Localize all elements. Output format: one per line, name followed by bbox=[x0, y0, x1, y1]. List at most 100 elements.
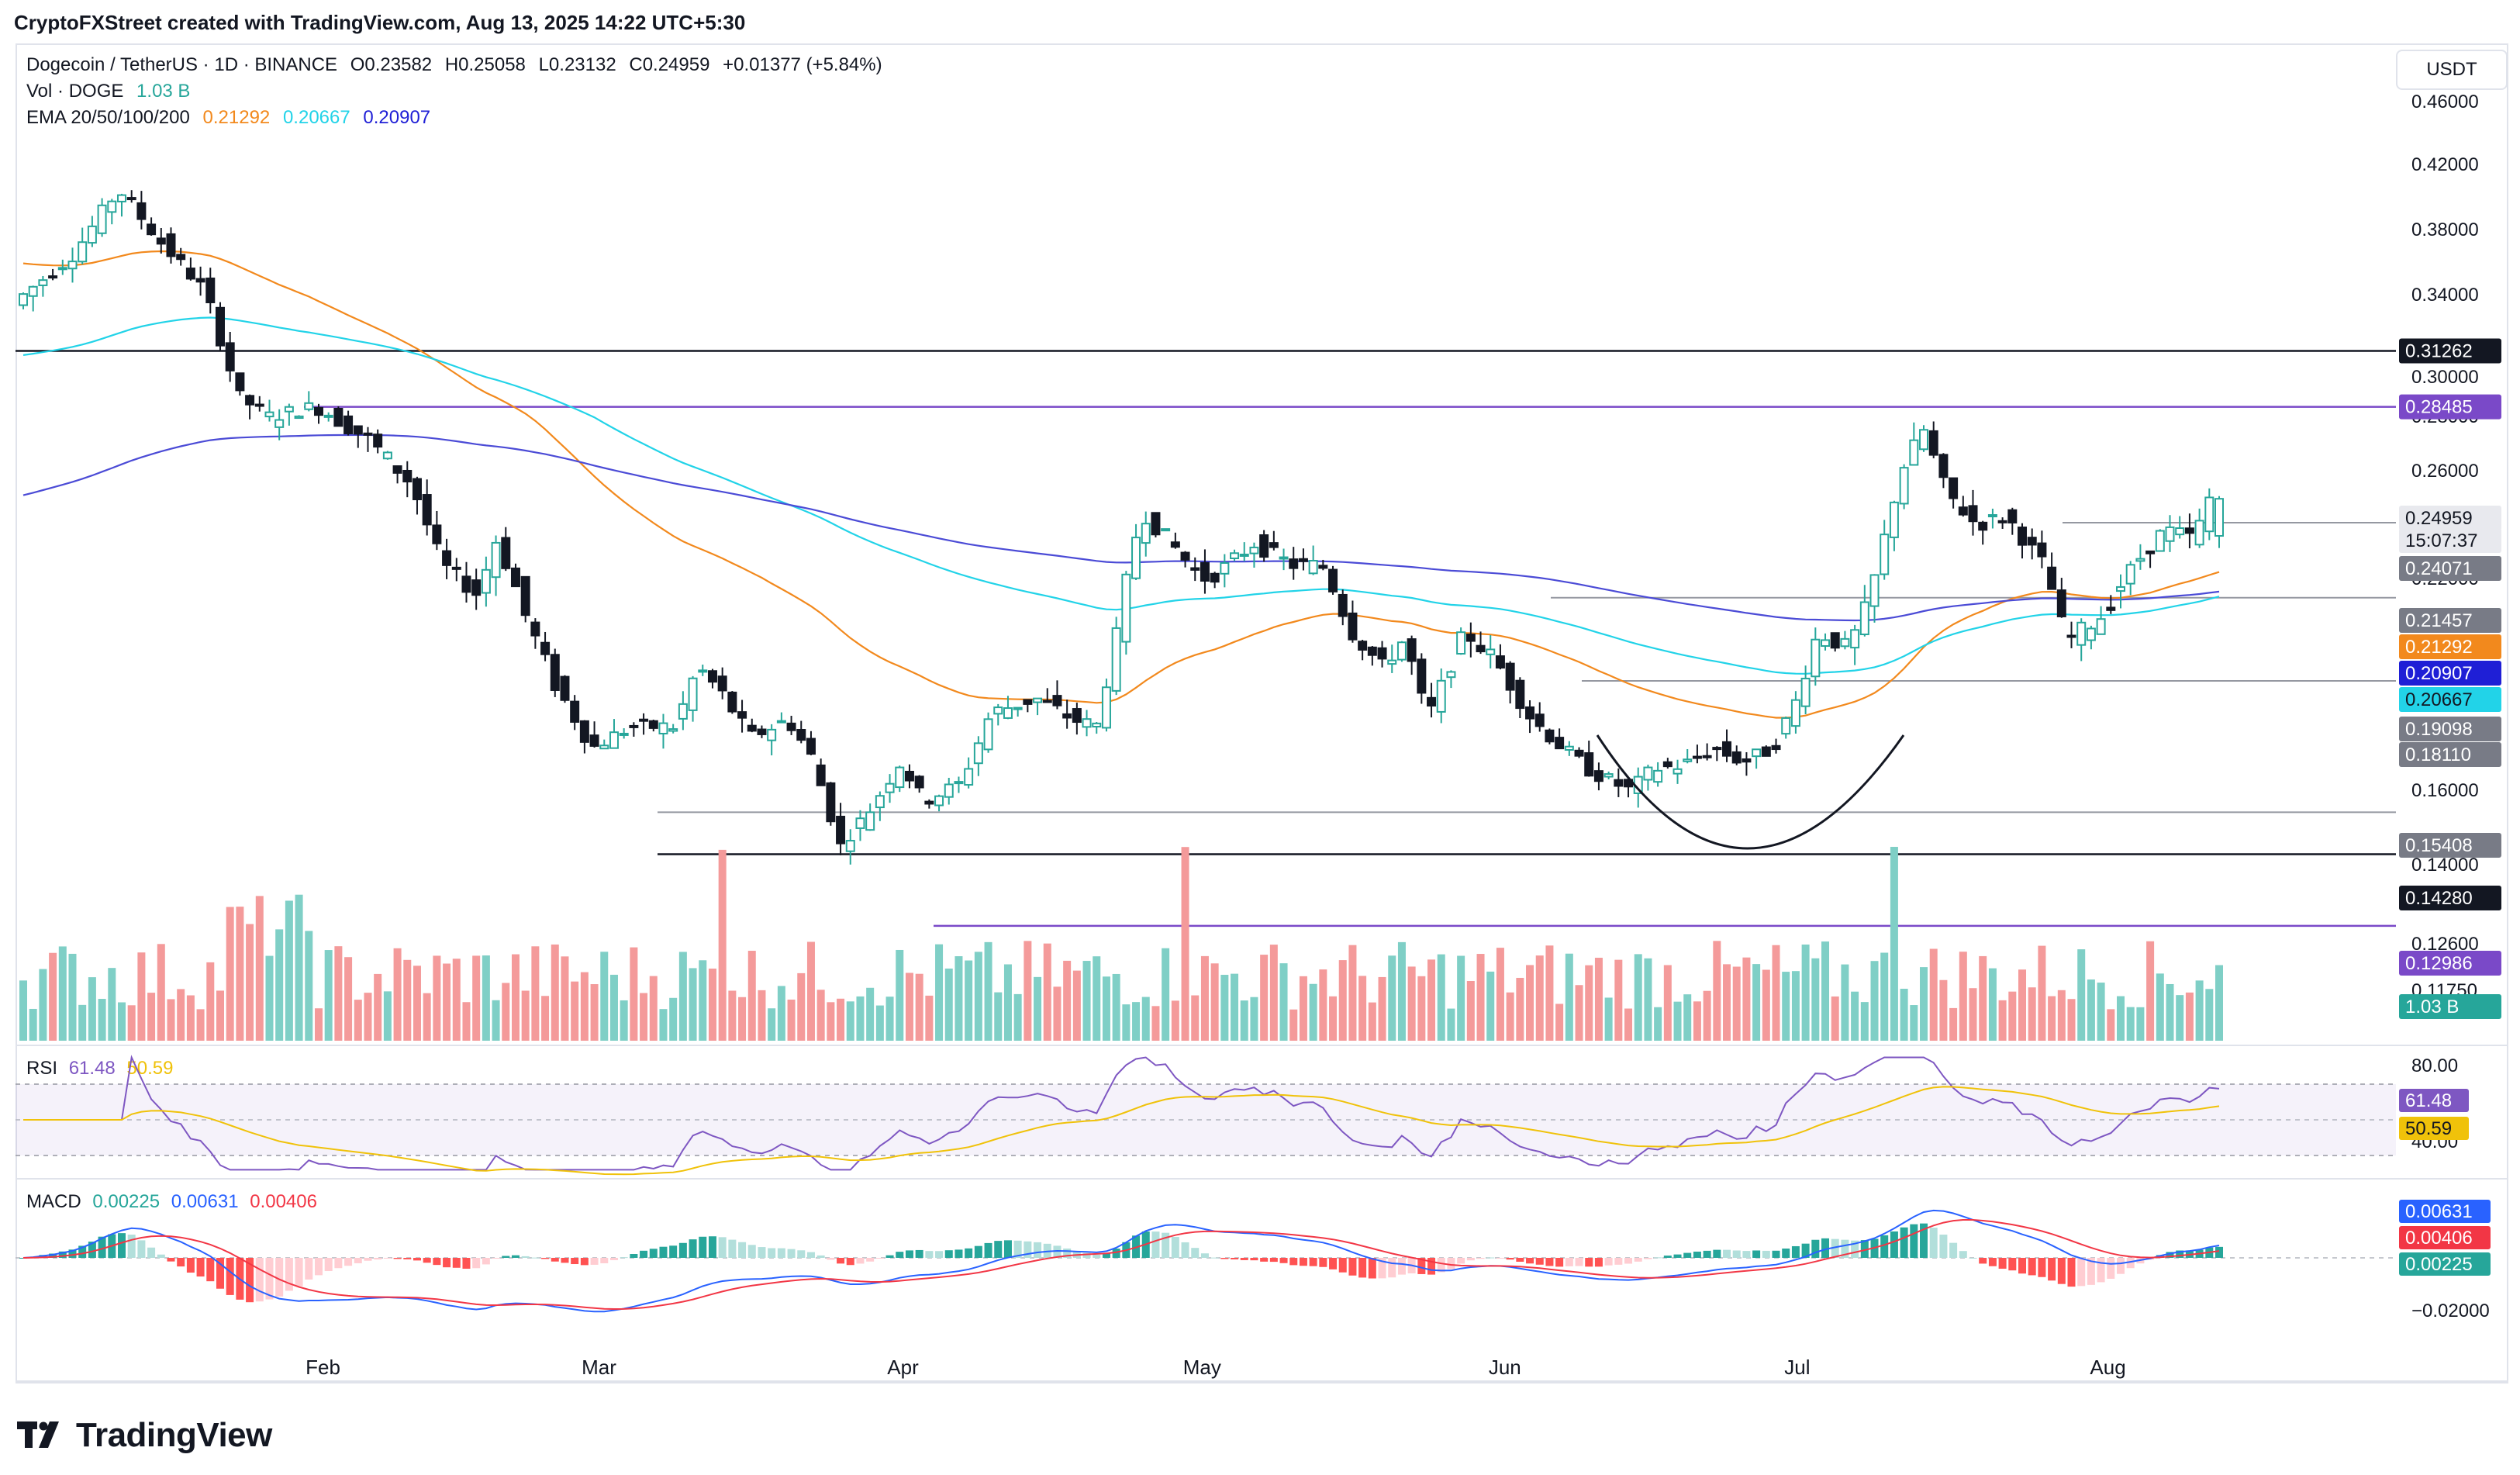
candle-body bbox=[156, 237, 166, 245]
candle-body bbox=[2066, 634, 2076, 638]
macd-histogram-bar bbox=[846, 1258, 854, 1266]
rsi-legend[interactable]: RSI 61.48 50.59 bbox=[26, 1058, 179, 1079]
candle-body bbox=[1653, 769, 1663, 783]
candle-body bbox=[1949, 477, 1959, 499]
candle-body bbox=[2204, 496, 2214, 533]
macd-histogram-bar bbox=[1860, 1240, 1869, 1258]
candle-body bbox=[1318, 565, 1328, 569]
volume-bar bbox=[2087, 979, 2095, 1041]
volume-bar bbox=[1250, 997, 1258, 1041]
price-badge-label: 1.03 B bbox=[2405, 997, 2459, 1017]
macd-histogram-bar bbox=[1299, 1258, 1307, 1266]
price-tick-label: 0.34000 bbox=[2411, 285, 2479, 306]
macd-histogram-bar bbox=[768, 1248, 776, 1258]
volume-bar bbox=[482, 955, 490, 1041]
time-axis-label: May bbox=[1183, 1356, 1221, 1379]
time-axis-label: Feb bbox=[306, 1356, 340, 1379]
macd-histogram-bar bbox=[265, 1258, 274, 1300]
price-badge bbox=[2399, 951, 2501, 976]
volume-bar bbox=[29, 1008, 37, 1041]
rsi-ma-value: 50.59 bbox=[126, 1058, 174, 1079]
volume-bar bbox=[984, 941, 992, 1041]
macd-histogram-bar bbox=[1752, 1250, 1761, 1258]
volume-bar bbox=[875, 1005, 884, 1041]
macd-histogram-bar bbox=[590, 1258, 599, 1265]
volume-bar bbox=[1663, 965, 1672, 1041]
macd-histogram-bar bbox=[1929, 1228, 1938, 1258]
volume-bar bbox=[718, 849, 727, 1041]
volume-bar bbox=[2136, 1007, 2145, 1041]
price-tick-label: 0.42000 bbox=[2411, 154, 2479, 175]
volume-bar bbox=[1476, 954, 1485, 1041]
volume-bar bbox=[1358, 976, 1367, 1041]
macd-histogram-bar bbox=[1555, 1258, 1564, 1267]
macd-legend[interactable]: MACD 0.00225 0.00631 0.00406 bbox=[26, 1191, 323, 1213]
macd-histogram-bar bbox=[1200, 1253, 1209, 1258]
candle-body bbox=[491, 541, 501, 579]
macd-histogram-bar bbox=[797, 1250, 806, 1258]
macd-histogram-bar bbox=[206, 1258, 215, 1282]
volume-bar bbox=[541, 996, 550, 1041]
macd-histogram-bar bbox=[1801, 1243, 1810, 1258]
volume-bar bbox=[68, 953, 77, 1041]
candle-body bbox=[816, 764, 826, 786]
volume-bar bbox=[1082, 961, 1091, 1041]
volume-bar bbox=[2038, 945, 2046, 1041]
macd-histogram-bar bbox=[965, 1248, 973, 1258]
volume-bar bbox=[1900, 988, 1908, 1041]
volume-bar bbox=[1427, 959, 1436, 1041]
volume-bar bbox=[305, 931, 313, 1041]
macd-histogram-bar bbox=[1900, 1227, 1908, 1258]
candle-body bbox=[845, 840, 855, 852]
volume-bar bbox=[1801, 944, 1810, 1041]
candle-body bbox=[392, 465, 402, 474]
candle-body bbox=[1328, 568, 1338, 592]
volume-bar bbox=[2215, 965, 2223, 1041]
candle-body bbox=[254, 403, 264, 407]
rsi-ma-badge bbox=[2399, 1117, 2469, 1140]
volume-bar bbox=[1013, 993, 1022, 1041]
macd-histogram-bar bbox=[1447, 1258, 1455, 1269]
candle-body bbox=[1525, 706, 1535, 720]
macd-histogram-bar bbox=[1969, 1257, 1977, 1259]
volume-bar bbox=[246, 924, 254, 1041]
volume-bar bbox=[226, 907, 234, 1041]
tradingview-logo[interactable]: TradingView bbox=[17, 1416, 272, 1455]
candle-body bbox=[1880, 534, 1890, 575]
candle-body bbox=[1555, 737, 1565, 750]
candle-body bbox=[471, 579, 482, 596]
candle-body bbox=[1298, 558, 1308, 562]
volume-bar bbox=[816, 990, 825, 1041]
candle-body bbox=[1042, 700, 1052, 703]
macd-histogram-bar bbox=[994, 1241, 1003, 1258]
candle-body bbox=[855, 817, 865, 829]
candle-body bbox=[1456, 631, 1466, 655]
volume-bar bbox=[885, 997, 894, 1041]
currency-unit-button[interactable]: USDT bbox=[2396, 50, 2508, 90]
candle-body bbox=[865, 811, 875, 831]
macd-pane-separator[interactable] bbox=[16, 1178, 2508, 1180]
ema-legend[interactable]: EMA 20/50/100/200 0.21292 0.20667 0.2090… bbox=[26, 107, 438, 129]
symbol-legend[interactable]: Dogecoin / TetherUS · 1D · BINANCE O0.23… bbox=[26, 54, 890, 76]
candle-body bbox=[1752, 748, 1762, 758]
candle-body bbox=[1407, 638, 1417, 662]
macd-histogram-bar bbox=[1082, 1252, 1091, 1258]
time-axis-label: Mar bbox=[582, 1356, 616, 1379]
candle-body bbox=[1683, 758, 1693, 762]
volume-bar bbox=[2028, 987, 2036, 1041]
volume-bar bbox=[433, 955, 441, 1041]
volume-bar bbox=[1034, 976, 1042, 1041]
macd-histogram-bar bbox=[1112, 1249, 1120, 1258]
candle-body bbox=[599, 744, 609, 750]
macd-histogram-bar bbox=[1151, 1231, 1160, 1258]
price-tick-label: 0.14000 bbox=[2411, 855, 2479, 876]
price-tick-label: 0.46000 bbox=[2411, 92, 2479, 112]
candle-body bbox=[1899, 467, 1909, 505]
rsi-pane-separator[interactable] bbox=[16, 1045, 2508, 1046]
volume-bar bbox=[1388, 955, 1396, 1041]
volume-bar bbox=[2018, 969, 2027, 1041]
candle-body bbox=[1968, 505, 1978, 523]
volume-legend[interactable]: Vol · DOGE 1.03 B bbox=[26, 81, 198, 102]
candle-body bbox=[944, 783, 954, 798]
